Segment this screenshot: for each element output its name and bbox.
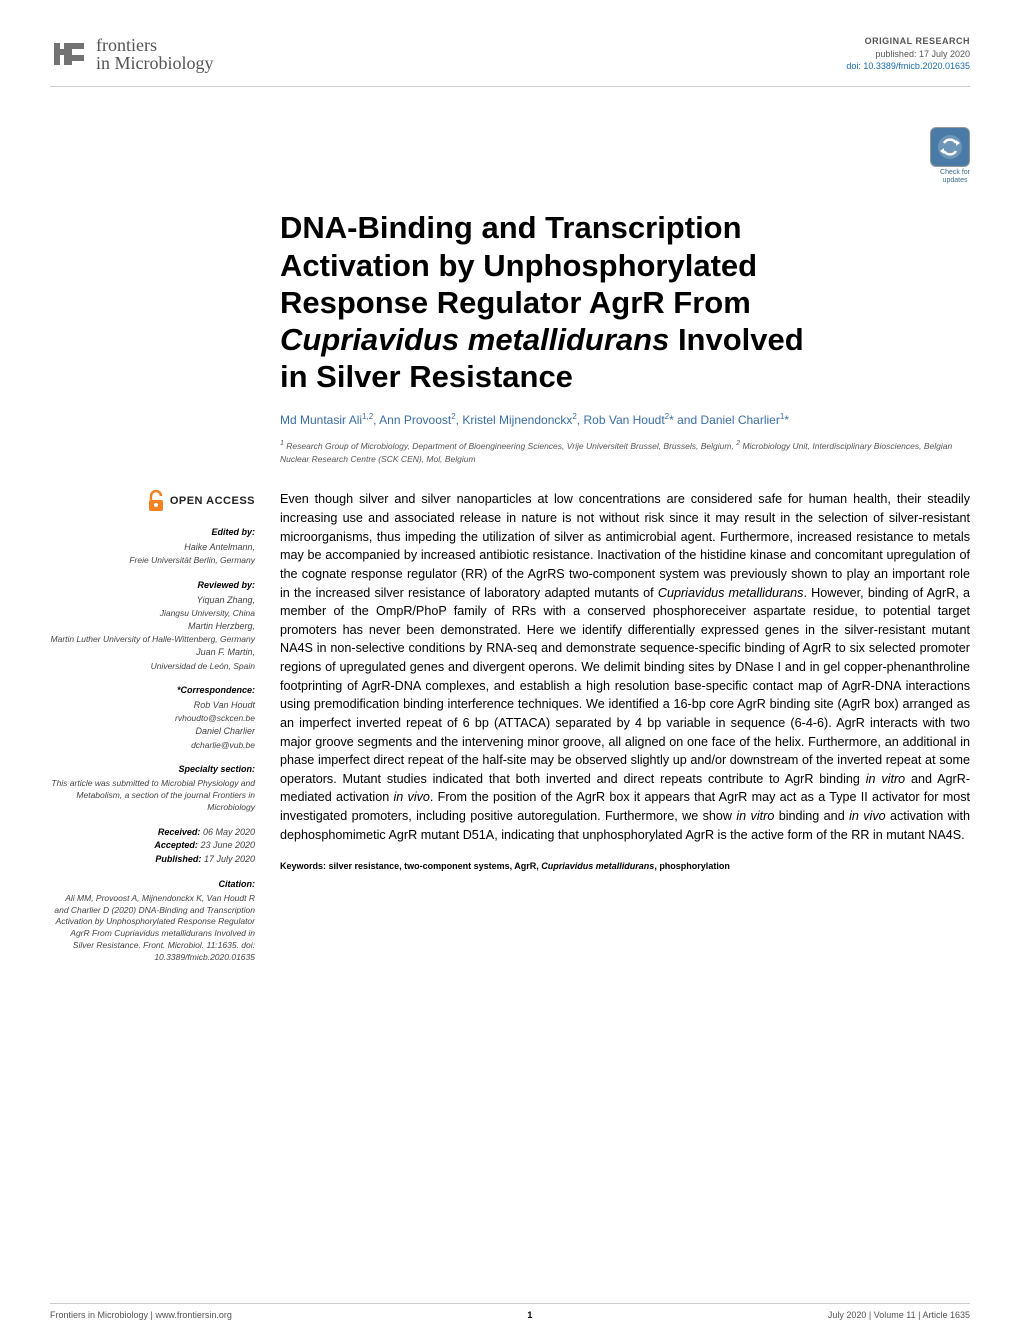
journal-logo: frontiers in Microbiology	[50, 35, 214, 74]
open-access-label: OPEN ACCESS	[170, 493, 255, 510]
reviewer-name: Yiquan Zhang,	[50, 594, 255, 608]
accepted-date: 23 June 2020	[200, 840, 255, 850]
edited-by-section: Edited by: Haike Antelmann, Freie Univer…	[50, 526, 255, 567]
authors-list: Md Muntasir Ali1,2, Ann Provoost2, Krist…	[280, 411, 970, 429]
specialty-heading: Specialty section:	[50, 763, 255, 777]
citation-heading: Citation:	[50, 878, 255, 892]
editor-affiliation: Freie Universität Berlin, Germany	[50, 554, 255, 567]
correspondent-name: Daniel Charlier	[50, 725, 255, 739]
affiliations: 1 Research Group of Microbiology, Depart…	[280, 439, 970, 465]
correspondence-section: *Correspondence: Rob Van Houdtrvhoudto@s…	[50, 684, 255, 751]
doi-link[interactable]: doi: 10.3389/fmicb.2020.01635	[846, 60, 970, 73]
dates-section: Received: 06 May 2020 Accepted: 23 June …	[50, 826, 255, 867]
citation-section: Citation: Ali MM, Provoost A, Mijnendonc…	[50, 878, 255, 964]
specialty-text: This article was submitted to Microbial …	[50, 778, 255, 814]
reviewer-name: Juan F. Martin,	[50, 646, 255, 660]
correspondence-heading: *Correspondence:	[50, 684, 255, 698]
correspondent-email[interactable]: dcharlie@vub.be	[50, 739, 255, 752]
keywords-text: silver resistance, two-component systems…	[329, 861, 730, 871]
article-meta: ORIGINAL RESEARCH published: 17 July 202…	[846, 35, 970, 73]
correspondent-email[interactable]: rvhoudto@sckcen.be	[50, 712, 255, 725]
sidebar: OPEN ACCESS Edited by: Haike Antelmann, …	[50, 490, 255, 976]
keywords-label: Keywords:	[280, 861, 326, 871]
received-date: 06 May 2020	[203, 827, 255, 837]
check-updates-label: Check forupdates	[940, 169, 970, 184]
abstract: Even though silver and silver nanopartic…	[280, 490, 970, 976]
reviewed-by-heading: Reviewed by:	[50, 579, 255, 593]
published-date: published: 17 July 2020	[846, 48, 970, 61]
correspondent-name: Rob Van Houdt	[50, 699, 255, 713]
published-label: Published:	[155, 854, 201, 864]
specialty-section: Specialty section: This article was subm…	[50, 763, 255, 813]
open-access-badge: OPEN ACCESS	[50, 490, 255, 512]
check-updates-icon	[930, 127, 970, 167]
edited-by-heading: Edited by:	[50, 526, 255, 540]
editor-name: Haike Antelmann,	[50, 541, 255, 555]
open-access-icon	[148, 490, 164, 512]
reviewer-name: Martin Herzberg,	[50, 620, 255, 634]
citation-text: Ali MM, Provoost A, Mijnendonckx K, Van …	[50, 893, 255, 964]
page-header: frontiers in Microbiology ORIGINAL RESEA…	[50, 35, 970, 87]
received-label: Received:	[158, 827, 201, 837]
reviewer-affiliation: Martin Luther University of Halle-Witten…	[50, 633, 255, 646]
footer-right: July 2020 | Volume 11 | Article 1635	[828, 1310, 970, 1320]
check-updates-badge[interactable]: Check forupdates	[50, 127, 970, 184]
reviewer-affiliation: Universidad de León, Spain	[50, 660, 255, 673]
page-footer: Frontiers in Microbiology | www.frontier…	[50, 1303, 970, 1320]
footer-page-number: 1	[527, 1310, 532, 1320]
reviewed-by-section: Reviewed by: Yiquan Zhang,Jiangsu Univer…	[50, 579, 255, 672]
article-type: ORIGINAL RESEARCH	[846, 35, 970, 48]
frontiers-logo-icon	[50, 35, 88, 73]
keywords: Keywords: silver resistance, two-compone…	[280, 860, 970, 873]
logo-text-bottom: in Microbiology	[96, 53, 214, 74]
reviewer-affiliation: Jiangsu University, China	[50, 607, 255, 620]
accepted-label: Accepted:	[154, 840, 198, 850]
footer-left[interactable]: Frontiers in Microbiology | www.frontier…	[50, 1310, 232, 1320]
article-title: DNA-Binding and Transcription Activation…	[280, 209, 970, 395]
abstract-text: Even though silver and silver nanopartic…	[280, 492, 970, 841]
published-date-sidebar: 17 July 2020	[204, 854, 255, 864]
